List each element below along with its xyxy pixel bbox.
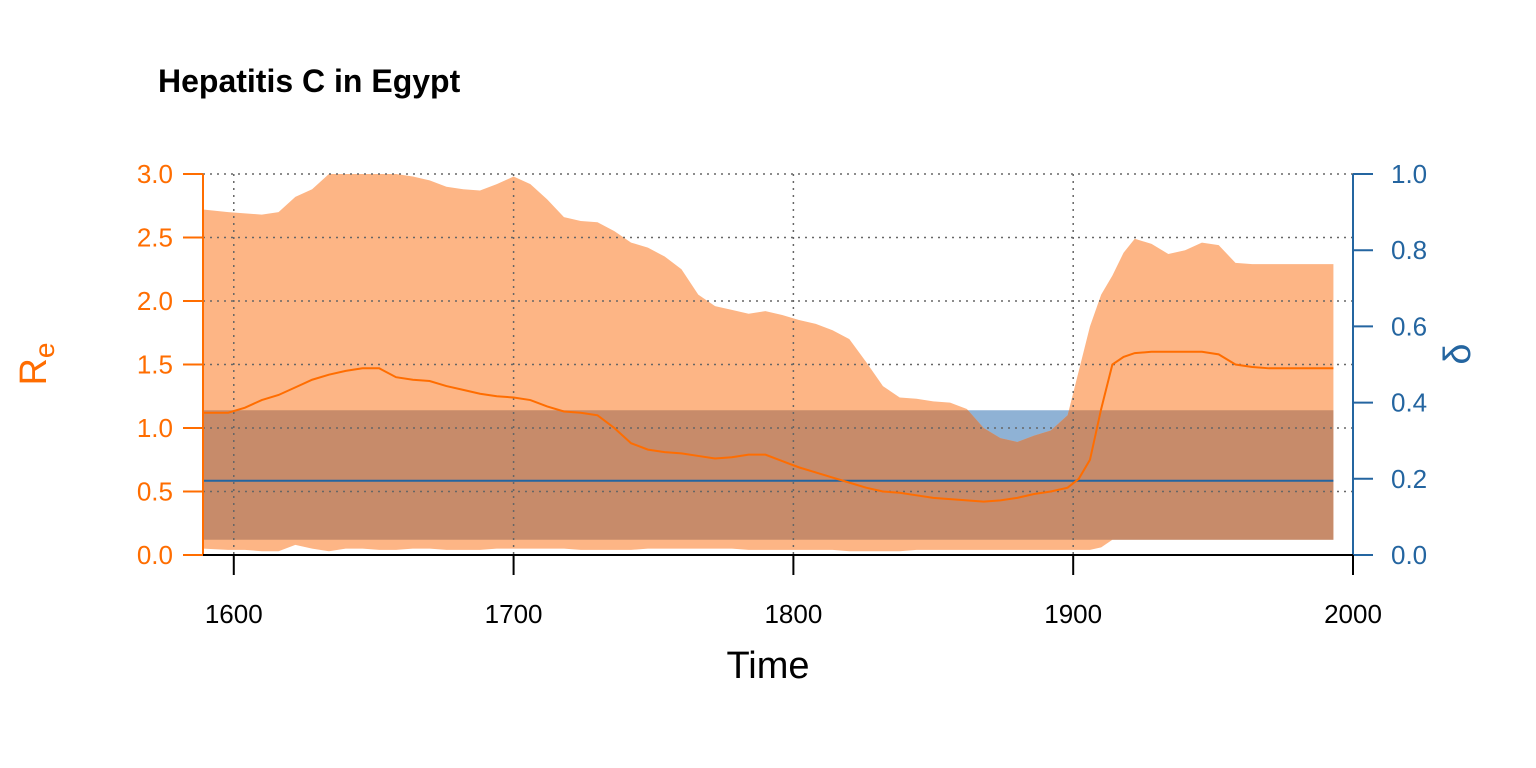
right-axis-tick-label: 0.0 [1391,540,1427,570]
bands-layer [203,174,1334,552]
lines-layer [203,350,1334,503]
right-axis-tick-label: 0.6 [1391,311,1427,341]
bottom-axis-tick-label: 1800 [764,599,822,629]
right-axis-tick-label: 0.4 [1391,388,1427,418]
left-axis-tick-label: 0.5 [137,477,173,507]
bottom-axis-tick-label: 1600 [205,599,263,629]
x-axis-label: Time [726,645,809,687]
left-axis-label: Re [13,342,60,385]
bottom-axis-tick-label: 1700 [485,599,543,629]
right-axis-tick-label: 1.0 [1391,159,1427,189]
right-axis-tick-label: 0.8 [1391,235,1427,265]
left-axis-label-main: R [13,358,55,385]
right-axis-label: δ [1437,343,1479,364]
left-axis-tick-label: 2.5 [137,223,173,253]
left-axis-tick-label: 1.0 [137,413,173,443]
right-axis-tick-label: 0.2 [1391,464,1427,494]
left-axis-tick-label: 1.5 [137,350,173,380]
left-axis-tick-label: 3.0 [137,159,173,189]
left-axis-label-sub: e [29,342,60,358]
band-overlap [203,410,1334,540]
left-axis-tick-label: 2.0 [137,286,173,316]
bottom-axis-tick-label: 1900 [1044,599,1102,629]
left-axis-tick-label: 0.0 [137,540,173,570]
axes-layer: 0.0 0.5 1.0 1.5 2.0 2.5 3.0 0.0 0.2 0.4 0.6 0.8 1.0 1… [137,159,1427,629]
svg-text:Re: Re [13,342,60,385]
bottom-axis-tick-label: 2000 [1324,599,1382,629]
series-line-re [203,350,1334,503]
chart-title: Hepatitis C in Egypt [158,63,461,99]
